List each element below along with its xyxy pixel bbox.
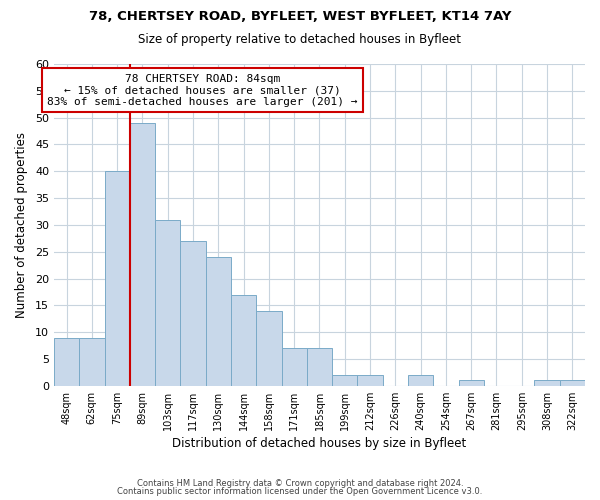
Bar [155, 220, 181, 386]
Bar [535, 380, 560, 386]
Bar [79, 338, 104, 386]
Text: 78, CHERTSEY ROAD, BYFLEET, WEST BYFLEET, KT14 7AY: 78, CHERTSEY ROAD, BYFLEET, WEST BYFLEET… [89, 10, 511, 23]
Bar [560, 380, 585, 386]
Text: Size of property relative to detached houses in Byfleet: Size of property relative to detached ho… [139, 32, 461, 46]
Bar [358, 375, 383, 386]
Bar [130, 123, 155, 386]
Bar [181, 241, 206, 386]
Bar [256, 310, 281, 386]
Bar [206, 257, 231, 386]
Text: Contains HM Land Registry data © Crown copyright and database right 2024.: Contains HM Land Registry data © Crown c… [137, 478, 463, 488]
Bar [408, 375, 433, 386]
Text: Contains public sector information licensed under the Open Government Licence v3: Contains public sector information licen… [118, 487, 482, 496]
Bar [54, 338, 79, 386]
Text: 78 CHERTSEY ROAD: 84sqm
← 15% of detached houses are smaller (37)
83% of semi-de: 78 CHERTSEY ROAD: 84sqm ← 15% of detache… [47, 74, 358, 107]
Bar [231, 294, 256, 386]
Bar [332, 375, 358, 386]
Bar [307, 348, 332, 386]
X-axis label: Distribution of detached houses by size in Byfleet: Distribution of detached houses by size … [172, 437, 467, 450]
Bar [281, 348, 307, 386]
Bar [104, 172, 130, 386]
Bar [458, 380, 484, 386]
Y-axis label: Number of detached properties: Number of detached properties [15, 132, 28, 318]
